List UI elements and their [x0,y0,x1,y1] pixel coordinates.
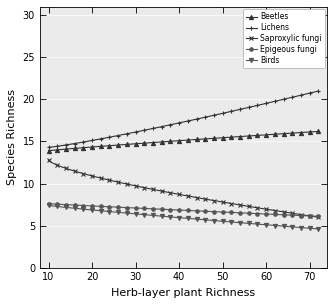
Legend: Beetles, Lichens, Saproxylic fungi, Epigeous fungi, Birds: Beetles, Lichens, Saproxylic fungi, Epig… [242,9,325,68]
Y-axis label: Species Richness: Species Richness [7,89,17,185]
X-axis label: Herb-layer plant Richness: Herb-layer plant Richness [112,288,256,298]
